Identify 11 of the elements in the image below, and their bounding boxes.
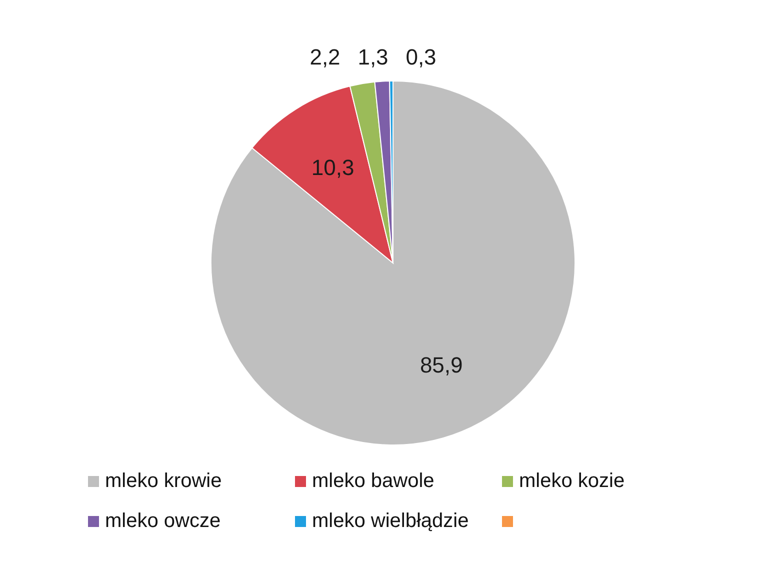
legend-label: mleko owcze <box>105 510 221 532</box>
data-label: 10,3 <box>311 155 354 180</box>
data-label: 2,2 <box>310 44 340 70</box>
data-label: 1,3 <box>358 44 388 70</box>
legend-label: mleko bawole <box>312 470 434 492</box>
pie-slice <box>210 80 576 446</box>
data-label: 0,3 <box>406 44 436 70</box>
data-label: 85,9 <box>420 352 463 378</box>
legend-label: mleko wielbłądzie <box>312 510 469 532</box>
legend-label: mleko krowie <box>105 470 222 492</box>
legend-label: mleko kozie <box>519 470 625 492</box>
